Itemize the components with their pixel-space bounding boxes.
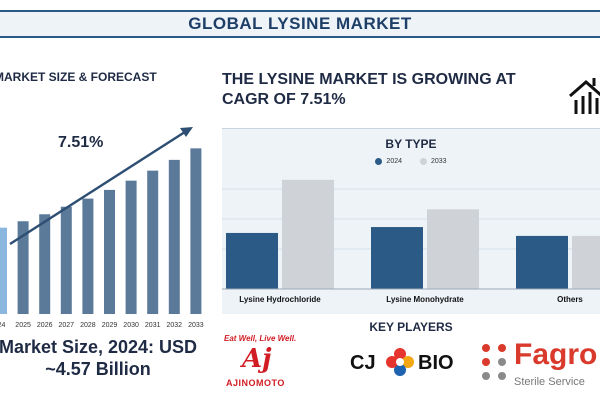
forecast-bar-2028 [82,198,94,314]
forecast-bar-2033 [190,148,202,314]
forecast-tick-2031: 2031 [145,322,161,329]
forecast-tick-2026: 2026 [37,322,53,329]
by-type-panel: Lysine Hydrochloride Lysine Monohydrate Ot… [222,128,600,314]
market-size-line1: Market Size, 2024: USD [0,337,198,357]
cj-bio-logo: CJ BIO [350,340,462,390]
banner: GLOBAL LYSINE MARKET [0,0,600,44]
forecast-tick-2033: 2033 [188,322,204,329]
market-size-heading: MARKET SIZE & FORECAST [0,70,157,84]
banner-bar: GLOBAL LYSINE MARKET [0,10,600,38]
ajinomoto-logo: Eat Well, Live Well. Aj AJINOMOTO [220,334,312,394]
legend-item-2033: 2033 [420,158,447,165]
market-size-line2: ~4.57 Billion [45,359,151,379]
cagr-headline-line1: THE LYSINE MARKET IS GROWING AT [222,71,516,88]
fagron-logo: Fagro Sterile Service [478,334,600,394]
type-bar-2024-0 [226,232,278,289]
forecast-tick-2025: 2025 [15,322,31,329]
market-size-summary: Market Size, 2024: USD ~4.57 Billion [0,336,218,380]
type-category-label-0: Lysine Hydrochloride [239,295,321,304]
growth-arrow-line [9,128,189,246]
forecast-bar-2025 [17,221,29,314]
forecast-bar-2032 [168,159,180,314]
fagron-dots-icon [482,344,506,380]
type-bar-2024-1 [371,227,423,289]
type-bar-2024-2 [516,235,568,289]
cj-bio-text: BIO [418,352,454,374]
type-bar-2033-0 [282,179,334,289]
legend-swatch-2033 [420,158,427,165]
type-bar-2033-2 [572,235,600,289]
legend-label-2033: 2033 [431,158,447,165]
legend-swatch-2024 [375,158,383,165]
forecast-tick-2032: 2032 [167,322,183,329]
legend-item-2024: 2024 [375,158,402,165]
cj-text: CJ [350,352,376,374]
forecast-tick-2024: 24 [0,322,5,329]
ajinomoto-tagline: Eat Well, Live Well. [224,334,297,343]
by-type-legend: 2024 2033 [222,158,600,165]
by-type-title: BY TYPE [385,137,437,151]
market-size-panel: 24 2025 2026 2027 2028 2029 2030 2031 2032 2033 M… [0,44,210,400]
type-bar-2033-1 [427,209,479,289]
forecast-tick-2030: 2030 [123,322,139,329]
forecast-bar-2029 [104,189,115,314]
forecast-tick-2027: 2027 [59,322,75,329]
forecast-bar-2026 [39,214,51,314]
page-title: GLOBAL LYSINE MARKET [188,14,412,33]
forecast-bar-2031 [147,170,159,314]
type-category-label-1: Lysine Monohydrate [386,295,464,304]
ajinomoto-mark: Aj [242,344,272,374]
forecast-tick-2029: 2029 [102,322,118,329]
house-growth-icon [569,78,600,114]
type-category-label-2: Others [557,295,583,304]
forecast-tick-2028: 2028 [80,322,96,329]
legend-label-2024: 2024 [386,158,402,165]
market-size-chart: 24 2025 2026 2027 2028 2029 2030 2031 2032 2033 [0,127,204,329]
cagr-headline: THE LYSINE MARKET IS GROWING AT CAGR OF … [222,70,552,110]
growth-arrow-head [180,127,193,137]
cagr-annotation: 7.51% [58,134,104,151]
key-players-title: KEY PLAYERS [369,320,453,334]
forecast-bar-2030 [125,180,137,314]
ajinomoto-name: AJINOMOTO [226,378,285,388]
fagron-name: Fagro [514,338,598,371]
fagron-subtitle: Sterile Service [514,376,585,388]
forecast-bar-2024 [0,227,7,314]
by-type-chart: Lysine Hydrochloride Lysine Monohydrate Ot… [222,179,600,304]
forecast-bar-2027 [60,206,72,314]
cagr-headline-line2: CAGR OF 7.51% [222,91,346,108]
cj-flower-icon [386,348,414,376]
